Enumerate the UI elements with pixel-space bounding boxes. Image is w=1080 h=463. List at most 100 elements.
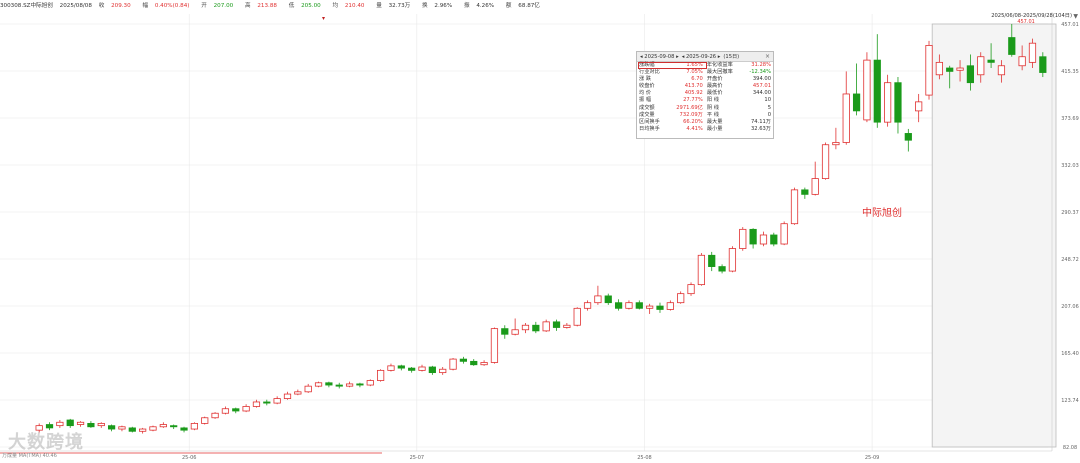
candle[interactable] [139, 427, 147, 434]
candle[interactable] [915, 93, 923, 123]
candle[interactable] [573, 307, 581, 327]
candle[interactable] [221, 406, 230, 415]
candle[interactable] [35, 423, 43, 433]
candle[interactable] [801, 187, 809, 199]
candle[interactable] [397, 364, 405, 371]
candle[interactable] [935, 54, 943, 80]
candle[interactable] [170, 424, 178, 430]
candle[interactable] [532, 321, 540, 334]
close-icon[interactable]: × [764, 53, 770, 60]
candle[interactable] [459, 356, 468, 364]
end-date-field[interactable]: ◂ 2025-09-26 ▸ [681, 53, 721, 60]
candle[interactable] [842, 71, 850, 145]
candle[interactable] [232, 407, 240, 414]
candle[interactable] [542, 319, 550, 333]
candle[interactable] [107, 424, 116, 432]
candle[interactable] [790, 187, 799, 225]
candle[interactable] [956, 60, 964, 82]
candle[interactable] [377, 369, 385, 382]
candle[interactable] [1028, 38, 1037, 69]
candle[interactable] [604, 293, 612, 305]
candle[interactable] [832, 127, 840, 150]
candle[interactable] [625, 300, 633, 310]
candle[interactable] [873, 34, 881, 128]
candle[interactable] [118, 425, 126, 432]
candle[interactable] [977, 52, 985, 83]
candle[interactable] [749, 228, 757, 249]
candle[interactable] [149, 425, 157, 432]
candle[interactable] [418, 364, 426, 372]
candle[interactable] [439, 366, 447, 375]
candle[interactable] [759, 231, 768, 247]
candle[interactable] [997, 60, 1006, 83]
candle[interactable] [987, 43, 995, 69]
candle[interactable] [480, 360, 488, 366]
candle[interactable] [501, 325, 509, 339]
candle[interactable] [946, 65, 954, 89]
candle[interactable] [1018, 45, 1026, 71]
candle[interactable] [780, 221, 788, 246]
candle[interactable] [470, 359, 478, 366]
candle[interactable] [314, 381, 323, 388]
candle[interactable] [45, 422, 54, 431]
candle[interactable] [770, 232, 778, 247]
candle[interactable] [594, 285, 602, 305]
candle[interactable] [925, 40, 933, 100]
candle[interactable] [76, 421, 85, 427]
candle[interactable] [159, 422, 167, 428]
candle[interactable] [728, 246, 737, 273]
candle[interactable] [811, 161, 819, 196]
candle[interactable] [387, 363, 395, 372]
candle[interactable] [128, 426, 136, 433]
candle[interactable] [66, 418, 74, 428]
candle[interactable] [739, 227, 747, 251]
candle[interactable] [97, 422, 105, 428]
candle[interactable] [583, 300, 592, 311]
candle[interactable] [294, 389, 302, 396]
candle[interactable] [635, 300, 643, 310]
candle[interactable] [252, 399, 261, 408]
candle[interactable] [366, 379, 374, 387]
candle[interactable] [242, 404, 250, 413]
candle[interactable] [1039, 52, 1047, 78]
candle[interactable] [894, 77, 902, 134]
candle[interactable] [201, 416, 209, 425]
selection-box[interactable] [931, 23, 1057, 448]
candle[interactable] [852, 63, 861, 116]
candle[interactable] [263, 399, 271, 406]
candle[interactable] [521, 322, 530, 334]
candle[interactable] [283, 391, 292, 400]
candle[interactable] [904, 128, 912, 152]
candle[interactable] [490, 327, 499, 364]
candle[interactable] [325, 381, 333, 388]
candle[interactable] [87, 421, 95, 428]
candle[interactable] [821, 142, 830, 180]
candle[interactable] [190, 422, 198, 431]
candle[interactable] [687, 282, 695, 296]
candle[interactable] [428, 365, 436, 375]
candle[interactable] [1008, 24, 1016, 57]
candle[interactable] [180, 426, 188, 433]
candle[interactable] [708, 251, 716, 272]
candle[interactable] [449, 357, 457, 371]
candle[interactable] [563, 322, 571, 329]
candle[interactable] [304, 383, 312, 393]
candle[interactable] [614, 299, 623, 311]
dropdown-arrow-icon[interactable]: ▼ [1073, 13, 1078, 20]
candle[interactable] [697, 253, 705, 286]
candle[interactable] [56, 420, 64, 428]
candle[interactable] [677, 291, 685, 304]
candle[interactable] [408, 366, 416, 373]
candle[interactable] [211, 412, 219, 419]
candle[interactable] [273, 396, 281, 405]
candle[interactable] [552, 319, 561, 331]
candle[interactable] [718, 264, 726, 274]
candle[interactable] [511, 318, 519, 336]
candle[interactable] [656, 302, 664, 313]
start-date-field[interactable]: ◂ 2025-09-08 ▸ [640, 53, 679, 60]
candle[interactable] [646, 303, 654, 314]
candle[interactable] [863, 52, 871, 123]
candle[interactable] [335, 382, 343, 389]
candle[interactable] [345, 381, 354, 388]
